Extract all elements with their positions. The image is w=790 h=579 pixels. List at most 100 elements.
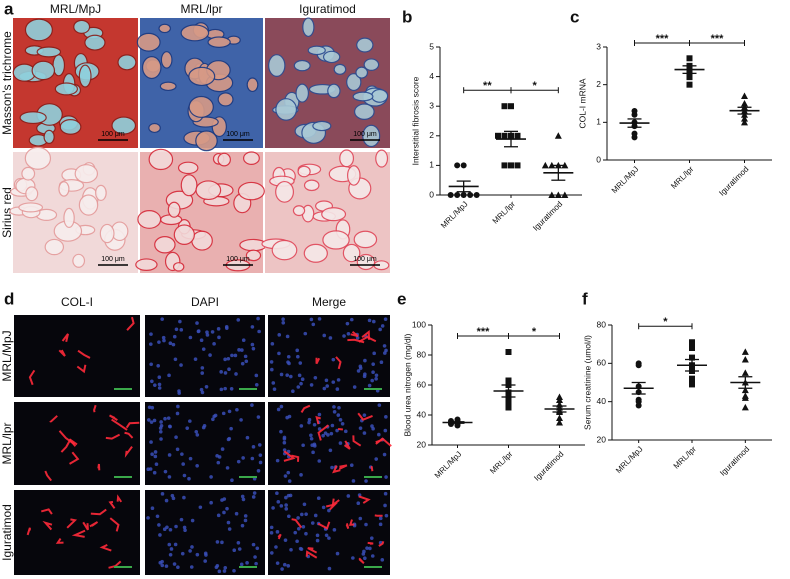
nucleus bbox=[172, 334, 177, 339]
tissue-lumen bbox=[78, 64, 92, 88]
nucleus bbox=[315, 533, 320, 538]
nucleus bbox=[295, 539, 299, 544]
nucleus bbox=[180, 551, 185, 556]
nucleus bbox=[243, 354, 248, 359]
data-point bbox=[505, 404, 512, 411]
nucleus bbox=[289, 374, 293, 379]
nucleus bbox=[317, 427, 322, 431]
nucleus bbox=[193, 357, 198, 361]
nucleus bbox=[226, 356, 231, 361]
nucleus bbox=[229, 426, 233, 431]
nucleus bbox=[351, 479, 356, 483]
nucleus bbox=[200, 366, 205, 370]
nucleus bbox=[272, 387, 277, 391]
nucleus bbox=[349, 463, 354, 468]
scale-bar-label: 100 μm bbox=[353, 256, 377, 263]
nucleus bbox=[203, 551, 208, 556]
nucleus bbox=[307, 420, 311, 425]
y-tick-label: 60 bbox=[417, 379, 427, 389]
x-tick-label: Iguratimod bbox=[718, 445, 751, 478]
nucleus bbox=[251, 445, 256, 449]
nucleus bbox=[236, 318, 241, 322]
data-point bbox=[554, 132, 562, 139]
nucleus bbox=[335, 551, 340, 556]
nucleus bbox=[378, 516, 383, 521]
tissue-lumen bbox=[243, 151, 260, 166]
nucleus bbox=[346, 331, 351, 336]
nucleus bbox=[296, 354, 300, 359]
nucleus bbox=[286, 354, 291, 359]
nucleus bbox=[216, 460, 221, 465]
nucleus bbox=[370, 424, 374, 428]
collagen-signal bbox=[105, 433, 121, 440]
tissue-lumen bbox=[137, 209, 162, 229]
nucleus bbox=[215, 540, 220, 544]
significance-label: *** bbox=[477, 326, 491, 338]
y-tick-label: 2 bbox=[429, 130, 434, 140]
nucleus bbox=[363, 556, 367, 561]
tissue-lumen bbox=[43, 129, 55, 144]
collagen-signal bbox=[116, 494, 123, 503]
nucleus bbox=[328, 336, 333, 340]
collagen-signal bbox=[378, 541, 385, 547]
nucleus bbox=[149, 342, 153, 346]
nucleus bbox=[156, 363, 161, 368]
scale-bar-label: 100 μm bbox=[101, 256, 125, 263]
nucleus bbox=[147, 418, 151, 422]
nucleus bbox=[275, 458, 280, 463]
nucleus bbox=[311, 322, 316, 327]
tissue-lumen bbox=[245, 249, 262, 262]
nucleus bbox=[367, 383, 372, 388]
nucleus bbox=[275, 491, 279, 496]
nucleus bbox=[379, 360, 384, 364]
nucleus bbox=[277, 333, 282, 337]
data-point bbox=[554, 191, 562, 198]
nucleus bbox=[149, 332, 153, 336]
nucleus bbox=[159, 420, 163, 424]
tissue-lumen bbox=[355, 66, 369, 79]
nucleus bbox=[245, 561, 249, 565]
data-point bbox=[686, 81, 693, 88]
data-point bbox=[501, 162, 508, 169]
nucleus bbox=[358, 426, 363, 430]
nucleus bbox=[254, 561, 258, 566]
nucleus bbox=[287, 479, 292, 483]
nucleus bbox=[286, 470, 291, 475]
nucleus bbox=[256, 316, 260, 321]
nucleus bbox=[372, 319, 376, 324]
column-header: Merge bbox=[312, 295, 346, 309]
nucleus bbox=[291, 389, 295, 394]
nucleus bbox=[276, 500, 281, 504]
tissue-lumen bbox=[275, 98, 298, 121]
nucleus bbox=[311, 450, 315, 455]
nucleus bbox=[223, 565, 228, 570]
nucleus bbox=[330, 423, 335, 428]
nucleus bbox=[288, 493, 293, 498]
tissue-lumen bbox=[195, 180, 222, 201]
nucleus bbox=[212, 414, 217, 419]
nucleus bbox=[269, 531, 274, 535]
data-point bbox=[454, 162, 461, 169]
nucleus bbox=[329, 431, 334, 436]
tissue-lumen bbox=[95, 184, 107, 201]
collagen-signal bbox=[93, 404, 97, 413]
nucleus bbox=[345, 321, 350, 326]
nucleus bbox=[271, 506, 275, 510]
collagen-signal bbox=[58, 349, 66, 357]
collagen-signal bbox=[90, 508, 107, 516]
collagen-signal bbox=[367, 541, 374, 545]
nucleus bbox=[223, 371, 228, 375]
nucleus bbox=[287, 361, 291, 366]
tissue-lumen bbox=[31, 60, 56, 81]
nucleus bbox=[169, 547, 174, 551]
nucleus bbox=[352, 385, 357, 389]
nucleus bbox=[300, 512, 304, 517]
nucleus bbox=[279, 504, 284, 508]
tissue-lumen bbox=[148, 148, 174, 171]
nucleus bbox=[222, 569, 227, 573]
x-tick-label: MRL/lpr bbox=[669, 164, 695, 190]
collagen-signal bbox=[375, 437, 392, 447]
nucleus bbox=[179, 328, 184, 332]
nucleus bbox=[281, 321, 286, 325]
nucleus bbox=[241, 338, 246, 343]
